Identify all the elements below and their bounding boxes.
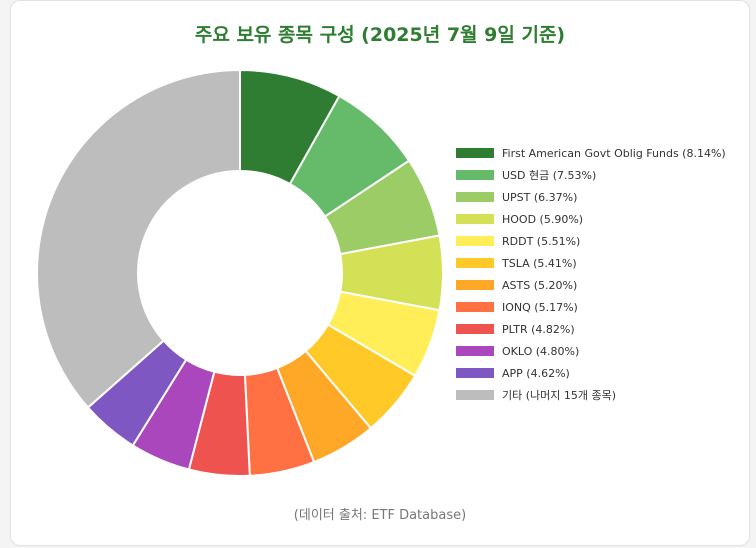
- legend-swatch: [456, 258, 494, 268]
- legend-label: USD 현금 (7.53%): [502, 169, 597, 182]
- legend-label: OKLO (4.80%): [502, 344, 580, 358]
- legend-swatch: [456, 148, 494, 158]
- legend-item-1: USD 현금 (7.53%): [456, 164, 726, 186]
- legend-swatch: [456, 324, 494, 334]
- legend-item-3: HOOD (5.90%): [456, 208, 726, 230]
- legend-item-11: 기타 (나머지 15개 종목): [456, 384, 726, 406]
- legend-item-7: IONQ (5.17%): [456, 296, 726, 318]
- legend-item-2: UPST (6.37%): [456, 186, 726, 208]
- legend-swatch: [456, 302, 494, 312]
- legend-label: APP (4.62%): [502, 366, 570, 380]
- legend-label: PLTR (4.82%): [502, 322, 575, 336]
- legend-item-6: ASTS (5.20%): [456, 274, 726, 296]
- legend-swatch: [456, 170, 494, 180]
- legend-item-10: APP (4.62%): [456, 362, 726, 384]
- legend-label: 기타 (나머지 15개 종목): [502, 389, 617, 402]
- legend-item-8: PLTR (4.82%): [456, 318, 726, 340]
- legend-label: UPST (6.37%): [502, 190, 578, 204]
- legend-label: ASTS (5.20%): [502, 278, 578, 292]
- legend-item-9: OKLO (4.80%): [456, 340, 726, 362]
- legend-item-0: First American Govt Oblig Funds (8.14%): [456, 142, 726, 164]
- chart-title: 주요 보유 종목 구성 (2025년 7월 9일 기준): [194, 24, 566, 46]
- legend-label: HOOD (5.90%): [502, 212, 584, 226]
- legend-swatch: [456, 236, 494, 246]
- chart-legend: First American Govt Oblig Funds (8.14%) U…: [456, 142, 726, 406]
- legend-label: RDDT (5.51%): [502, 234, 581, 248]
- legend-swatch: [456, 390, 494, 400]
- source-note: (데이터 출처: ETF Database): [293, 508, 467, 523]
- legend-label: TSLA (5.41%): [502, 256, 577, 270]
- donut-slice-11: [36, 68, 241, 409]
- legend-label: First American Govt Oblig Funds (8.14%): [502, 146, 726, 160]
- legend-swatch: [456, 368, 494, 378]
- legend-swatch: [456, 192, 494, 202]
- legend-swatch: [456, 346, 494, 356]
- legend-item-4: RDDT (5.51%): [456, 230, 726, 252]
- legend-swatch: [456, 214, 494, 224]
- legend-label: IONQ (5.17%): [502, 300, 578, 314]
- legend-item-5: TSLA (5.41%): [456, 252, 726, 274]
- legend-swatch: [456, 280, 494, 290]
